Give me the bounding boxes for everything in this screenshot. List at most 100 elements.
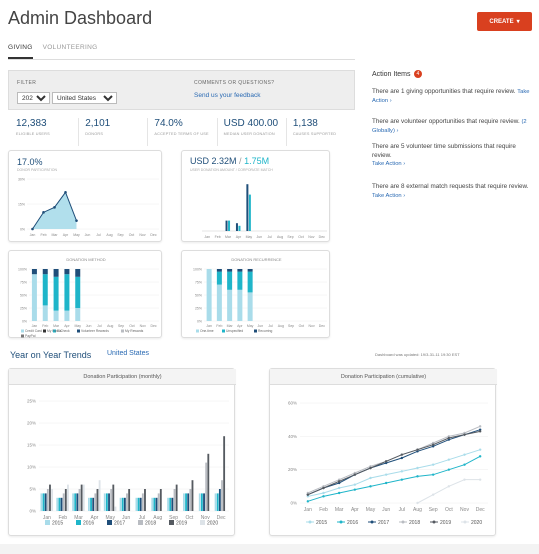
data-point: [478, 428, 482, 431]
data-point: [431, 441, 435, 445]
data-point: [322, 495, 325, 498]
bar: [76, 493, 79, 511]
participation-headline: 17.0%: [17, 157, 43, 167]
bar-segment: [247, 269, 253, 272]
y-tick-label: 20%: [288, 467, 297, 472]
x-tick-label: Feb: [40, 233, 46, 237]
bar: [123, 497, 126, 511]
donation-recurrence-chart: 100% 75% 50% 25% 0% Jan Feb Mar Apr May Jun Jul Aug S…: [193, 268, 327, 333]
globally-link[interactable]: (2 Globally) ›: [372, 119, 527, 134]
year-select[interactable]: 2020: [17, 92, 50, 104]
data-point: [416, 475, 419, 478]
x-tick-label: Nov: [139, 233, 145, 237]
legend-label: 2015: [316, 520, 327, 526]
monthly-participation-chart: 0% 5% 10% 15% 20% 25% Jan Feb Mar Apr May Jun Jul Aug…: [27, 399, 229, 527]
data-point: [447, 468, 451, 471]
y-tick-label: 50%: [195, 294, 202, 298]
bar: [225, 220, 228, 231]
bar: [82, 484, 85, 511]
legend-label: My Funds: [47, 329, 62, 333]
bar: [216, 493, 219, 511]
x-tick-label: Nov: [308, 235, 314, 239]
action-item-text: There are 8 external match requests that…: [372, 183, 529, 190]
separator: /: [239, 156, 242, 166]
x-tick-label: Jan: [30, 233, 36, 237]
x-tick-label: Feb: [216, 324, 222, 328]
x-tick-label: Jul: [139, 515, 145, 521]
bar: [110, 489, 113, 511]
tab-giving[interactable]: GIVING: [8, 44, 33, 59]
bar: [187, 493, 190, 511]
take-action-link[interactable]: Take Action ›: [372, 89, 530, 104]
series-line: [307, 430, 481, 496]
take-action-link[interactable]: Take Action ›: [372, 161, 405, 167]
bar: [105, 493, 108, 511]
data-point: [322, 486, 325, 490]
stat-causes-supported: 1,138 CAUSES SUPPORTED: [285, 118, 355, 146]
page-title: Admin Dashboard: [8, 8, 153, 28]
bar-segment: [42, 269, 48, 275]
donation-recurrence-card: DONATION RECURRENCE 100% 75% 50% 25% 0% Jan Fe…: [181, 250, 330, 338]
bar-segment: [42, 305, 48, 321]
y-tick-label: 15%: [18, 203, 25, 207]
bar: [90, 497, 92, 511]
bar: [207, 453, 210, 511]
x-tick-label: Sep: [118, 324, 124, 328]
data-point: [416, 448, 419, 451]
bar-segment: [31, 269, 37, 275]
x-tick-label: Mar: [53, 324, 60, 328]
y-tick-label: 10%: [27, 465, 36, 470]
bar: [141, 493, 144, 511]
y-tick-label: 25%: [195, 307, 202, 311]
bar: [112, 484, 115, 511]
x-tick-label: Jul: [97, 324, 102, 328]
legend-swatch: [254, 329, 257, 333]
bar: [119, 497, 122, 511]
x-tick-label: Oct: [129, 324, 134, 328]
x-tick-label: Jan: [304, 507, 312, 513]
bar: [92, 497, 95, 511]
data-point: [384, 460, 388, 463]
bar: [155, 497, 158, 511]
action-item: There are volunteer opportunities that r…: [372, 118, 532, 135]
bar: [56, 497, 59, 511]
monthly-chart-title: Donation Participation (monthly): [83, 374, 162, 380]
tab-volunteering[interactable]: VOLUNTEERING: [42, 44, 98, 51]
take-action-label: Take Action: [372, 192, 402, 199]
take-action-link[interactable]: Take Action ›: [372, 193, 405, 199]
x-tick-label: Jan: [43, 515, 51, 521]
y-tick-label: 75%: [20, 281, 27, 285]
bar: [67, 484, 69, 511]
x-tick-label: Oct: [129, 233, 134, 237]
take-action-label: Take Action: [372, 161, 402, 167]
data-point: [478, 425, 482, 428]
trends-country-link[interactable]: United States: [107, 350, 150, 357]
legend-marker: [370, 520, 374, 524]
x-tick-label: May: [106, 515, 116, 521]
x-tick-label: Aug: [278, 324, 284, 328]
bar: [151, 497, 154, 511]
data-point: [416, 450, 419, 453]
legend-swatch: [21, 334, 24, 338]
card-header: [9, 369, 236, 385]
legend-label: 2018: [409, 520, 420, 526]
bar: [96, 489, 99, 511]
action-item-text: There are volunteer opportunities that r…: [372, 118, 520, 125]
filter-panel: FILTER 2020 United States COMMENTS OR QU…: [8, 70, 355, 110]
data-point: [447, 436, 451, 440]
x-tick-label: Dec: [217, 515, 226, 521]
action-item-text: There are 1 giving opportunities that re…: [372, 88, 516, 95]
data-point: [431, 473, 435, 476]
create-button[interactable]: CREATE ▾: [477, 12, 532, 31]
x-tick-label: Dec: [476, 507, 485, 513]
feedback-link[interactable]: Send us your feedback: [194, 92, 261, 99]
data-point: [337, 480, 341, 483]
x-tick-label: Oct: [298, 235, 303, 239]
country-select[interactable]: United States: [52, 92, 117, 104]
bar: [200, 493, 203, 511]
data-point: [463, 463, 466, 466]
legend-swatch: [222, 329, 225, 333]
x-tick-label: Apr: [237, 324, 243, 328]
bar: [159, 489, 162, 511]
data-point: [478, 478, 482, 481]
